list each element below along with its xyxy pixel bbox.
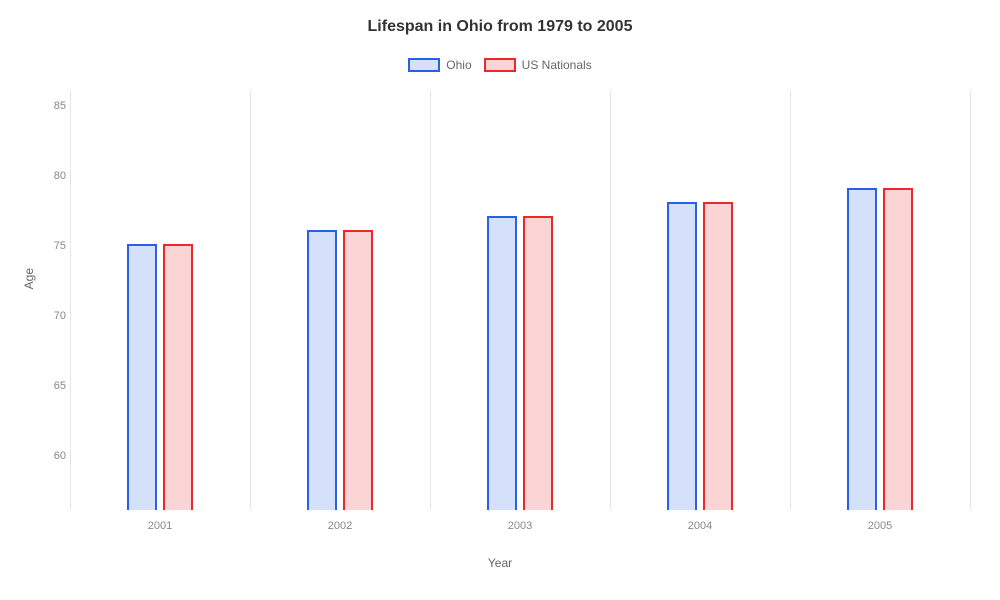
bar — [343, 230, 373, 510]
y-tick: 80 — [42, 170, 66, 182]
gridline — [610, 90, 611, 510]
x-tick: 2001 — [148, 520, 172, 532]
legend-item-us: US Nationals — [484, 58, 592, 72]
x-tick: 2003 — [508, 520, 532, 532]
plot-area: 60657075808520012002200320042005 — [70, 90, 970, 510]
x-tick: 2004 — [688, 520, 712, 532]
y-axis-label: Age — [22, 268, 36, 289]
chart-title: Lifespan in Ohio from 1979 to 2005 — [0, 18, 1000, 36]
bar — [163, 244, 193, 510]
gridline — [70, 90, 71, 510]
bar — [847, 188, 877, 510]
legend-label-us: US Nationals — [522, 58, 592, 72]
legend-label-ohio: Ohio — [446, 58, 471, 72]
legend-item-ohio: Ohio — [408, 58, 471, 72]
gridline — [970, 90, 971, 510]
gridline — [790, 90, 791, 510]
x-tick: 2005 — [868, 520, 892, 532]
y-tick: 65 — [42, 380, 66, 392]
y-tick: 60 — [42, 450, 66, 462]
legend-swatch-us — [484, 58, 516, 72]
x-axis-label: Year — [0, 556, 1000, 570]
bar — [703, 202, 733, 510]
bar — [307, 230, 337, 510]
bar — [883, 188, 913, 510]
bar — [127, 244, 157, 510]
gridline — [430, 90, 431, 510]
gridline — [250, 90, 251, 510]
bar — [487, 216, 517, 510]
y-tick: 85 — [42, 100, 66, 112]
legend: Ohio US Nationals — [0, 58, 1000, 72]
legend-swatch-ohio — [408, 58, 440, 72]
y-tick: 70 — [42, 310, 66, 322]
x-tick: 2002 — [328, 520, 352, 532]
bar — [667, 202, 697, 510]
y-tick: 75 — [42, 240, 66, 252]
bar — [523, 216, 553, 510]
lifespan-chart: Lifespan in Ohio from 1979 to 2005 Ohio … — [0, 0, 1000, 600]
